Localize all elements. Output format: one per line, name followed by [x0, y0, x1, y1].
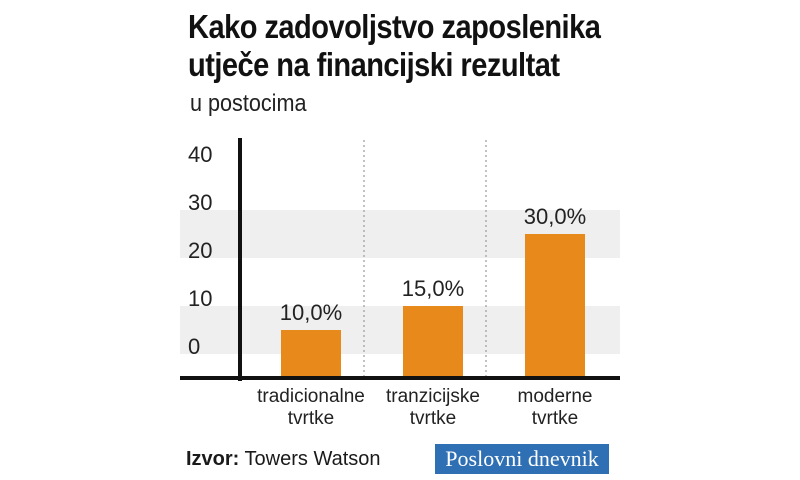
- chart-subtitle: u postocima: [190, 90, 307, 117]
- title-line-2: utječe na financijski rezultat: [188, 46, 560, 83]
- title-line-1: Kako zadovoljstvo zaposlenika: [188, 8, 601, 45]
- data-label: 10,0%: [280, 300, 342, 325]
- x-tick-label: tradicionalne: [257, 386, 365, 407]
- bar: [281, 330, 341, 378]
- y-tick-label: 40: [188, 142, 212, 167]
- bar: [403, 306, 463, 378]
- data-label: 30,0%: [524, 204, 586, 229]
- x-tick-label: tvrtke: [410, 408, 456, 429]
- y-tick-label: 20: [188, 238, 212, 263]
- source-value: Towers Watson: [244, 448, 381, 470]
- bar: [525, 234, 585, 378]
- y-tick-label: 0: [188, 334, 200, 359]
- source-label: Izvor:: [186, 448, 240, 470]
- x-tick-label: tranzicijske: [386, 386, 480, 407]
- bar-chart: 01020304010,0%tradicionalnetvrtke15,0%tr…: [180, 138, 620, 429]
- chart-title: Kako zadovoljstvo zaposlenika utječe na …: [188, 8, 601, 84]
- x-tick-label: moderne: [518, 386, 593, 407]
- x-tick-label: tvrtke: [288, 408, 334, 429]
- y-tick-label: 10: [188, 286, 212, 311]
- x-tick-label: tvrtke: [532, 408, 578, 429]
- logo-word-1: Poslovni: [445, 446, 523, 471]
- data-label: 15,0%: [402, 276, 464, 301]
- source-line: Izvor: Towers Watson: [186, 448, 381, 471]
- logo-word-2: dnevnik: [527, 446, 599, 471]
- publisher-logo: Poslovni dnevnik: [435, 444, 609, 474]
- y-tick-label: 30: [188, 190, 212, 215]
